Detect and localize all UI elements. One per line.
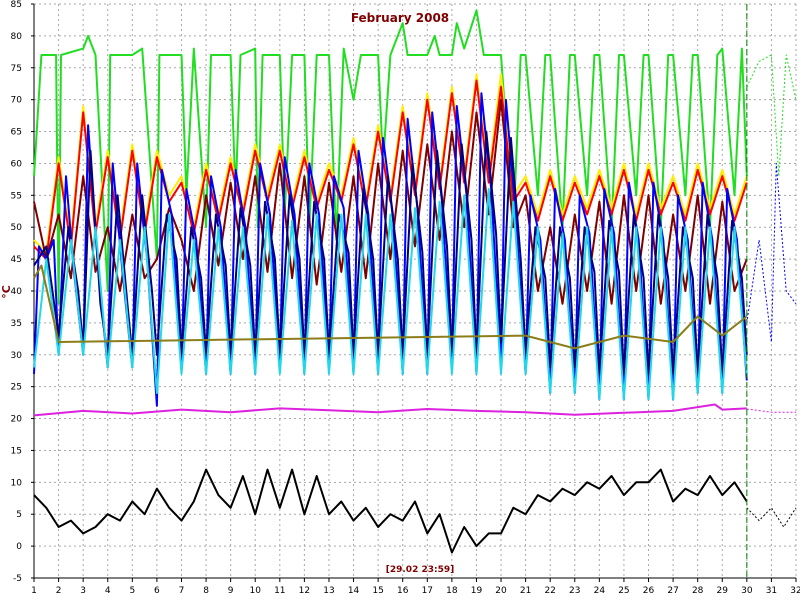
x-tick-label-11: 12 [299, 586, 310, 596]
y-tick-label-12: 55 [11, 191, 22, 201]
x-tick-label-16: 17 [422, 586, 433, 596]
y-axis-label: °C [0, 285, 13, 299]
y-tick-label-17: 80 [11, 32, 23, 42]
series-line-navy [33, 130, 748, 375]
x-tick-label-4: 5 [129, 586, 135, 596]
y-tick-label-8: 35 [11, 319, 22, 329]
y-tick-label-6: 25 [11, 383, 22, 393]
series-line-room_forecast [746, 408, 796, 413]
series-line-outside [33, 468, 748, 554]
x-tick-label-21: 22 [544, 586, 555, 596]
y-tick-labels: -5 0 5 10 15 20 25 30 35 40 45 50 55 60 65 70 75 80 85 [11, 0, 34, 584]
x-tick-label-22: 23 [569, 586, 580, 596]
y-tick-label-10: 45 [11, 255, 22, 265]
x-tick-label-6: 7 [179, 586, 185, 596]
y-tick-label-18: 85 [11, 0, 22, 10]
x-tick-label-20: 21 [520, 586, 531, 596]
series-line-cyan [33, 188, 748, 401]
x-tick-label-10: 11 [274, 586, 285, 596]
x-tick-label-29: 30 [741, 586, 753, 596]
x-tick-label-7: 8 [203, 586, 209, 596]
x-tick-label-26: 27 [667, 586, 678, 596]
series-line-boiler_flow [33, 9, 748, 305]
x-tick-label-5: 6 [154, 586, 160, 596]
cursor-timestamp-label: [29.02 23:59] [386, 565, 454, 575]
x-tick-label-9: 10 [249, 586, 261, 596]
y-tick-label-15: 70 [11, 96, 23, 106]
y-tick-label-3: 10 [11, 478, 23, 488]
series-lines [33, 9, 797, 554]
y-tick-label-13: 60 [11, 159, 23, 169]
x-tick-label-17: 18 [446, 586, 458, 596]
series-line-boiler_flow_forecast [746, 54, 797, 177]
x-tick-label-25: 26 [643, 586, 655, 596]
x-tick-label-3: 4 [105, 586, 111, 596]
x-tick-label-27: 28 [692, 586, 704, 596]
y-tick-label-0: -5 [13, 574, 22, 584]
y-tick-label-4: 15 [11, 446, 22, 456]
y-tick-label-16: 75 [11, 64, 22, 74]
x-tick-label-1: 2 [56, 586, 62, 596]
series-line-olive [33, 264, 748, 350]
x-tick-label-24: 25 [618, 586, 629, 596]
y-tick-label-11: 50 [11, 223, 23, 233]
x-tick-label-2: 3 [80, 586, 86, 596]
x-tick-label-8: 9 [228, 586, 234, 596]
x-tick-label-23: 24 [594, 586, 606, 596]
chart-title: February 2008 [351, 11, 449, 25]
y-tick-label-1: 0 [16, 542, 22, 552]
y-tick-label-2: 5 [16, 510, 22, 520]
x-tick-label-0: 1 [31, 586, 37, 596]
x-tick-label-30: 31 [766, 586, 777, 596]
x-tick-labels: 1 2 3 4 5 6 7 8 9 10 11 12 13 14 15 16 17 18 19 20 21 22 23 24 2… [31, 578, 800, 596]
series-line-room [33, 403, 747, 417]
y-tick-label-5: 20 [11, 415, 23, 425]
x-tick-label-19: 20 [495, 586, 507, 596]
y-tick-label-9: 40 [11, 287, 23, 297]
series-line-blue_forecast [746, 162, 797, 343]
y-tick-label-7: 30 [11, 351, 23, 361]
x-tick-label-28: 29 [717, 586, 729, 596]
x-tick-label-12: 13 [323, 586, 334, 596]
x-tick-label-13: 14 [348, 586, 360, 596]
x-tick-label-18: 19 [471, 586, 483, 596]
x-tick-label-14: 15 [372, 586, 383, 596]
y-tick-label-14: 65 [11, 128, 22, 138]
x-tick-label-31: 32 [790, 586, 800, 596]
series-line-outside_forecast [746, 507, 797, 528]
x-tick-label-15: 16 [397, 586, 409, 596]
